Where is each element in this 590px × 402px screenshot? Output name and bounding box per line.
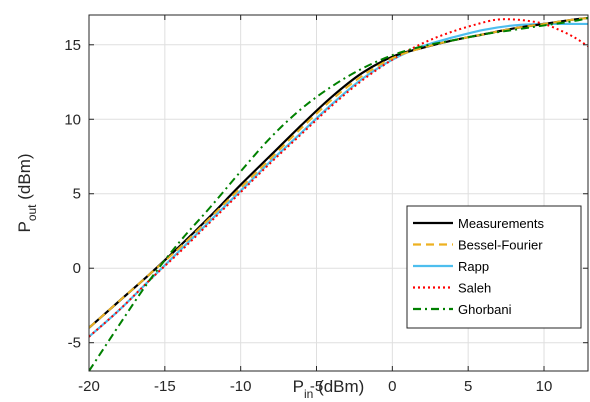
series-layer (89, 16, 588, 371)
y-tick-label: 15 (64, 37, 81, 54)
y-tick-label: 0 (73, 260, 81, 277)
x-tick-label: 0 (388, 378, 396, 395)
x-tick-label: -5 (310, 378, 323, 395)
x-axis-label-sub: in (304, 387, 313, 401)
legend-label-rapp: Rapp (458, 259, 489, 274)
series-line-rapp (89, 22, 588, 338)
x-axis-label-unit: (dBm) (313, 377, 364, 396)
ticks: -20 -15 -10 -5 0 5 10 -5 0 5 10 15 (64, 15, 588, 395)
legend: Measurements Bessel-Fourier Rapp Saleh Ghorb… (406, 205, 582, 329)
legend-label-measurements: Measurements (458, 216, 544, 231)
x-tick-label: 5 (464, 378, 472, 395)
y-tick-label: 5 (73, 186, 81, 203)
legend-label-bessel-fourier: Bessel-Fourier (458, 238, 543, 253)
legend-label-ghorbani: Ghorbani (458, 302, 512, 317)
series-line-saleh (89, 18, 588, 338)
y-axis-label-unit: (dBm) (15, 153, 34, 204)
x-tick-label: 10 (536, 378, 553, 395)
y-axis-label-sub: out (25, 204, 39, 221)
x-axis-label: Pin (dBm) (293, 377, 365, 401)
x-tick-label: -10 (230, 378, 252, 395)
plot-area-frame (88, 14, 589, 372)
series-line-ghorbani (89, 17, 588, 371)
x-tick-label: -20 (78, 378, 100, 395)
y-axis-label-main: P (15, 221, 34, 232)
y-axis-label: Pout (dBm) (15, 153, 39, 232)
x-tick-label: -15 (154, 378, 176, 395)
series-line-bessel-fourier (89, 16, 588, 329)
y-tick-label: -5 (68, 335, 81, 352)
y-tick-label: 10 (64, 111, 81, 128)
x-axis-label-main: P (293, 377, 304, 396)
legend-label-saleh: Saleh (458, 281, 491, 296)
grid (88, 15, 588, 371)
